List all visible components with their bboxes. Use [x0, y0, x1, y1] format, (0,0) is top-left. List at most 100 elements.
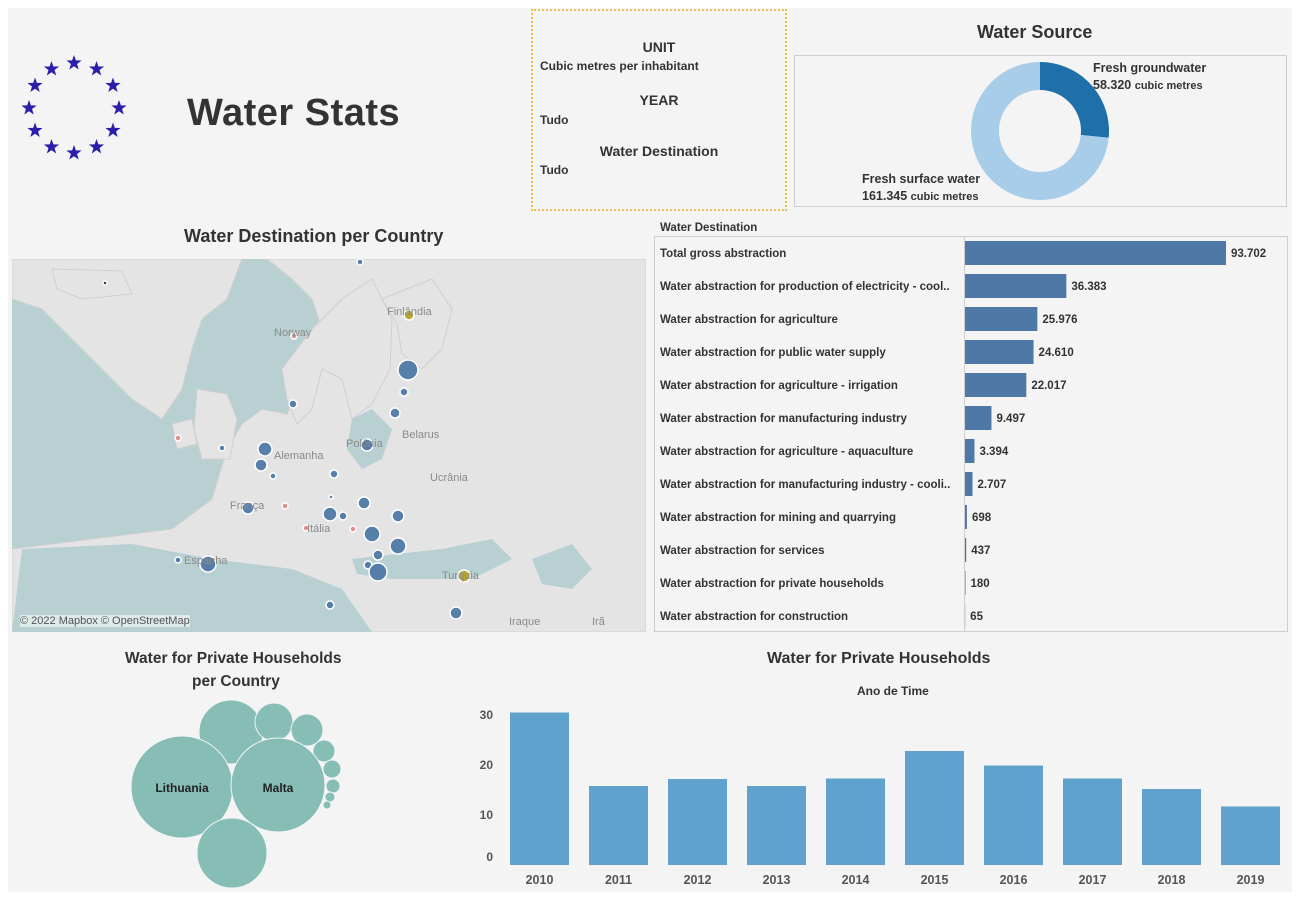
eu-flag-logo	[21, 55, 127, 160]
map-country-marker[interactable]	[102, 280, 108, 286]
map-country-marker[interactable]	[389, 407, 401, 419]
destination-category-label: Water abstraction for manufacturing indu…	[660, 479, 950, 491]
map-country-marker[interactable]	[397, 359, 419, 381]
bubble[interactable]	[312, 739, 336, 763]
land-shape	[12, 259, 243, 420]
water-destination-panel: Water Destination	[654, 222, 1288, 632]
bubble[interactable]	[254, 702, 294, 742]
map-country-marker[interactable]	[449, 606, 463, 620]
destination-filter-value[interactable]: Tudo	[540, 163, 569, 177]
land-shape	[381, 278, 453, 370]
map-title: Water Destination per Country	[184, 226, 444, 246]
bubble[interactable]	[322, 800, 332, 810]
map-country-marker[interactable]	[322, 506, 338, 522]
year-bar[interactable]	[747, 786, 806, 865]
map-country-marker[interactable]	[399, 387, 409, 397]
year-bar[interactable]	[1142, 789, 1201, 865]
destination-bar[interactable]	[965, 241, 1226, 265]
destination-value-label: 25.976	[1042, 314, 1077, 326]
x-tick-label: 2017	[1079, 873, 1107, 887]
destination-bar[interactable]	[965, 538, 967, 562]
destination-value-label: 2.707	[978, 479, 1007, 491]
destination-bar[interactable]	[965, 406, 992, 430]
water-source-title: Water Source	[977, 22, 1093, 42]
destination-bar[interactable]	[965, 340, 1034, 364]
destination-bar[interactable]	[965, 439, 975, 463]
destination-bar[interactable]	[965, 373, 1027, 397]
map-country-marker[interactable]	[269, 472, 277, 480]
year-bar[interactable]	[1063, 778, 1122, 866]
year-bar[interactable]	[668, 779, 727, 865]
map-country-marker[interactable]	[372, 549, 384, 561]
households-year-bar-chart[interactable]: 0 10 20 30 2010 2011 2012 2013 2014 2015 2016 2017 2…	[470, 695, 1285, 893]
bubble-label-lithuania: Lithuania	[155, 781, 209, 795]
water-source-donut[interactable]	[960, 51, 1120, 211]
map-country-marker[interactable]	[199, 555, 217, 573]
map-country-marker[interactable]	[174, 434, 182, 442]
map-country-marker[interactable]	[389, 537, 407, 555]
bubble[interactable]	[324, 791, 336, 803]
map-country-marker[interactable]	[218, 444, 226, 452]
map-country-marker[interactable]	[302, 524, 310, 532]
destination-bar[interactable]	[965, 571, 966, 595]
map-country-marker[interactable]	[290, 332, 298, 340]
bubble[interactable]	[325, 778, 341, 794]
map-country-marker[interactable]	[356, 259, 364, 266]
bubble-malta[interactable]	[230, 737, 326, 833]
year-bar[interactable]	[1221, 806, 1280, 866]
destination-bar[interactable]	[965, 472, 973, 496]
map-country-marker[interactable]	[328, 494, 334, 500]
destination-bar[interactable]	[965, 505, 967, 529]
map-country-marker[interactable]	[281, 502, 289, 510]
destination-value-label: 93.702	[1231, 248, 1266, 260]
donut-slice-surface[interactable]	[971, 62, 1109, 200]
map-country-marker[interactable]	[254, 458, 268, 472]
star-icon	[27, 77, 43, 92]
destination-bar[interactable]	[965, 307, 1038, 331]
destination-bar[interactable]	[965, 274, 1067, 298]
bubble[interactable]	[196, 817, 268, 889]
map-country-label: Polónia	[346, 438, 384, 450]
y-tick-label: 20	[480, 758, 494, 772]
destination-value-label: 24.610	[1039, 347, 1074, 359]
year-bar[interactable]	[510, 712, 569, 866]
destination-category-label: Water abstraction for private households	[660, 578, 884, 590]
map-country-marker[interactable]	[329, 469, 339, 479]
x-tick-label: 2011	[605, 873, 632, 887]
map-country-marker[interactable]	[357, 496, 371, 510]
households-bubble-chart[interactable]: Lithuania Malta	[110, 695, 370, 895]
map-country-marker[interactable]	[457, 569, 471, 583]
destination-value-label: 437	[971, 545, 990, 557]
filter-panel: UNIT Cubic metres per inhabitant YEAR Tu…	[531, 9, 787, 211]
bubble[interactable]	[290, 713, 324, 747]
year-bar[interactable]	[589, 786, 648, 865]
map-country-marker[interactable]	[325, 600, 335, 610]
map-country-marker[interactable]	[257, 441, 273, 457]
destination-value-label: 9.497	[996, 413, 1025, 425]
map-country-marker[interactable]	[368, 562, 388, 582]
destination-value-label: 3.394	[979, 446, 1008, 458]
bubble[interactable]	[322, 759, 342, 779]
map-country-marker[interactable]	[403, 309, 415, 321]
year-bar[interactable]	[905, 751, 964, 865]
unit-filter-value[interactable]: Cubic metres per inhabitant	[540, 59, 699, 73]
water-destination-bar-chart[interactable]: Total gross abstraction 93.702 Water abstr…	[654, 236, 1288, 632]
map-country-marker[interactable]	[391, 509, 405, 523]
map-country-label: Irã	[592, 616, 606, 628]
destination-value-label: 698	[972, 512, 992, 524]
europe-map[interactable]: Norway Finlândia Alemanha Polónia Belarus Ucr…	[12, 259, 646, 632]
map-country-marker[interactable]	[349, 525, 357, 533]
year-bar[interactable]	[984, 765, 1043, 866]
sea-shape	[12, 544, 372, 632]
map-country-marker[interactable]	[288, 399, 298, 409]
map-country-marker[interactable]	[363, 525, 381, 543]
map-country-marker[interactable]	[360, 438, 374, 452]
map-country-marker[interactable]	[338, 511, 348, 521]
star-icon	[27, 122, 43, 137]
year-filter-value[interactable]: Tudo	[540, 113, 569, 127]
destination-category-label: Water abstraction for agriculture - aqua…	[660, 446, 913, 458]
star-icon	[43, 138, 60, 154]
map-country-marker[interactable]	[174, 556, 182, 564]
map-country-marker[interactable]	[241, 501, 255, 515]
year-bar[interactable]	[826, 778, 885, 866]
